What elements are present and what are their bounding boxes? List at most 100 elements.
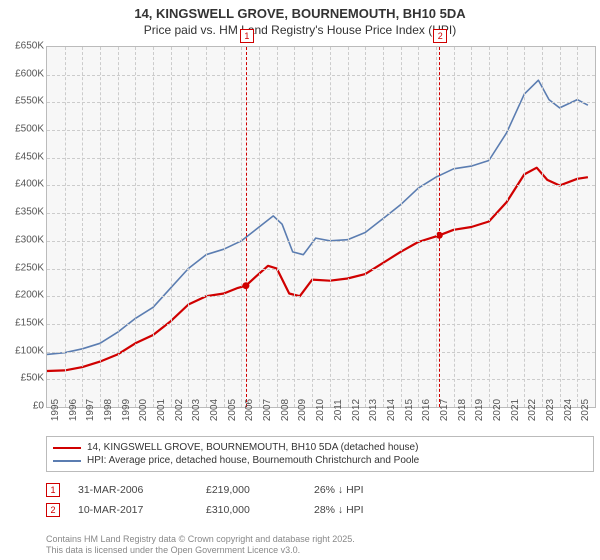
x-tick-label: 2012 bbox=[351, 399, 362, 421]
y-tick-label: £400K bbox=[4, 179, 44, 190]
y-tick-label: £600K bbox=[4, 68, 44, 79]
gridline-v bbox=[542, 47, 543, 407]
chart-subtitle: Price paid vs. HM Land Registry's House … bbox=[0, 23, 600, 43]
x-tick-label: 2020 bbox=[492, 399, 503, 421]
x-tick-label: 1996 bbox=[68, 399, 79, 421]
y-tick-label: £450K bbox=[4, 151, 44, 162]
x-tick-label: 2007 bbox=[262, 399, 273, 421]
y-tick-label: £500K bbox=[4, 124, 44, 135]
y-tick-label: £300K bbox=[4, 234, 44, 245]
gridline-v bbox=[401, 47, 402, 407]
transaction-marker-label: 2 bbox=[433, 29, 447, 43]
gridline-v bbox=[348, 47, 349, 407]
gridline-h bbox=[47, 102, 595, 103]
chart-footer: Contains HM Land Registry data © Crown c… bbox=[46, 534, 355, 557]
gridline-v bbox=[383, 47, 384, 407]
transaction-marker-line bbox=[246, 47, 247, 407]
gridline-v bbox=[118, 47, 119, 407]
transaction-row-marker: 1 bbox=[46, 483, 60, 497]
gridline-v bbox=[436, 47, 437, 407]
transaction-marker-line bbox=[439, 47, 440, 407]
legend-row: HPI: Average price, detached house, Bour… bbox=[53, 454, 587, 467]
gridline-h bbox=[47, 185, 595, 186]
chart-lines-svg bbox=[47, 47, 595, 407]
transactions-table: 131-MAR-2006£219,00026% ↓ HPI 2 10-MAR-201… bbox=[46, 480, 594, 520]
gridline-v bbox=[577, 47, 578, 407]
gridline-v bbox=[418, 47, 419, 407]
x-tick-label: 2010 bbox=[315, 399, 326, 421]
gridline-v bbox=[277, 47, 278, 407]
gridline-v bbox=[560, 47, 561, 407]
transaction-marker-label: 1 bbox=[240, 29, 254, 43]
gridline-h bbox=[47, 213, 595, 214]
gridline-h bbox=[47, 296, 595, 297]
footer-line-1: Contains HM Land Registry data © Crown c… bbox=[46, 534, 355, 545]
gridline-v bbox=[206, 47, 207, 407]
chart-plot-area: 12 bbox=[46, 46, 596, 408]
gridline-v bbox=[135, 47, 136, 407]
x-tick-label: 2018 bbox=[457, 399, 468, 421]
y-tick-label: £150K bbox=[4, 317, 44, 328]
x-tick-label: 2009 bbox=[297, 399, 308, 421]
gridline-v bbox=[312, 47, 313, 407]
x-tick-label: 1999 bbox=[121, 399, 132, 421]
chart-title: 14, KINGSWELL GROVE, BOURNEMOUTH, BH10 5… bbox=[0, 0, 600, 23]
x-tick-label: 2024 bbox=[563, 399, 574, 421]
x-tick-label: 2005 bbox=[227, 399, 238, 421]
chart-legend: 14, KINGSWELL GROVE, BOURNEMOUTH, BH10 5… bbox=[46, 436, 594, 472]
x-tick-label: 2003 bbox=[191, 399, 202, 421]
x-tick-label: 1995 bbox=[50, 399, 61, 421]
x-tick-label: 2023 bbox=[545, 399, 556, 421]
x-tick-label: 2004 bbox=[209, 399, 220, 421]
gridline-v bbox=[82, 47, 83, 407]
legend-label: 14, KINGSWELL GROVE, BOURNEMOUTH, BH10 5… bbox=[87, 442, 418, 453]
gridline-h bbox=[47, 379, 595, 380]
x-tick-label: 2022 bbox=[527, 399, 538, 421]
legend-swatch bbox=[53, 460, 81, 462]
x-tick-label: 2006 bbox=[244, 399, 255, 421]
legend-row: 14, KINGSWELL GROVE, BOURNEMOUTH, BH10 5… bbox=[53, 441, 587, 454]
gridline-v bbox=[241, 47, 242, 407]
gridline-v bbox=[171, 47, 172, 407]
x-tick-label: 2008 bbox=[280, 399, 291, 421]
transaction-delta: 28% ↓ HPI bbox=[314, 504, 364, 516]
gridline-v bbox=[224, 47, 225, 407]
x-tick-label: 2001 bbox=[156, 399, 167, 421]
y-tick-label: £100K bbox=[4, 345, 44, 356]
gridline-v bbox=[507, 47, 508, 407]
x-tick-label: 2017 bbox=[439, 399, 450, 421]
x-tick-label: 2011 bbox=[333, 399, 344, 421]
gridline-v bbox=[153, 47, 154, 407]
gridline-v bbox=[330, 47, 331, 407]
x-tick-label: 2021 bbox=[510, 399, 521, 421]
transaction-row: 131-MAR-2006£219,00026% ↓ HPI bbox=[46, 480, 594, 500]
legend-swatch bbox=[53, 447, 81, 449]
x-tick-label: 2015 bbox=[404, 399, 415, 421]
y-tick-label: £250K bbox=[4, 262, 44, 273]
transaction-price: £310,000 bbox=[206, 504, 296, 516]
gridline-v bbox=[100, 47, 101, 407]
x-tick-label: 2013 bbox=[368, 399, 379, 421]
y-tick-label: £650K bbox=[4, 41, 44, 52]
gridline-v bbox=[489, 47, 490, 407]
gridline-v bbox=[524, 47, 525, 407]
y-tick-label: £200K bbox=[4, 290, 44, 301]
x-tick-label: 1998 bbox=[103, 399, 114, 421]
x-tick-label: 2014 bbox=[386, 399, 397, 421]
x-tick-label: 2019 bbox=[474, 399, 485, 421]
gridline-h bbox=[47, 269, 595, 270]
legend-label: HPI: Average price, detached house, Bour… bbox=[87, 455, 419, 466]
y-tick-label: £0 bbox=[4, 401, 44, 412]
x-tick-label: 1997 bbox=[85, 399, 96, 421]
gridline-v bbox=[188, 47, 189, 407]
gridline-v bbox=[471, 47, 472, 407]
gridline-v bbox=[65, 47, 66, 407]
footer-line-2: This data is licensed under the Open Gov… bbox=[46, 545, 355, 556]
gridline-v bbox=[294, 47, 295, 407]
transaction-delta: 26% ↓ HPI bbox=[314, 484, 364, 496]
x-tick-label: 2025 bbox=[580, 399, 591, 421]
gridline-h bbox=[47, 241, 595, 242]
gridline-h bbox=[47, 352, 595, 353]
transaction-date: 10-MAR-2017 bbox=[78, 504, 188, 516]
transaction-row-marker: 2 bbox=[46, 503, 60, 517]
